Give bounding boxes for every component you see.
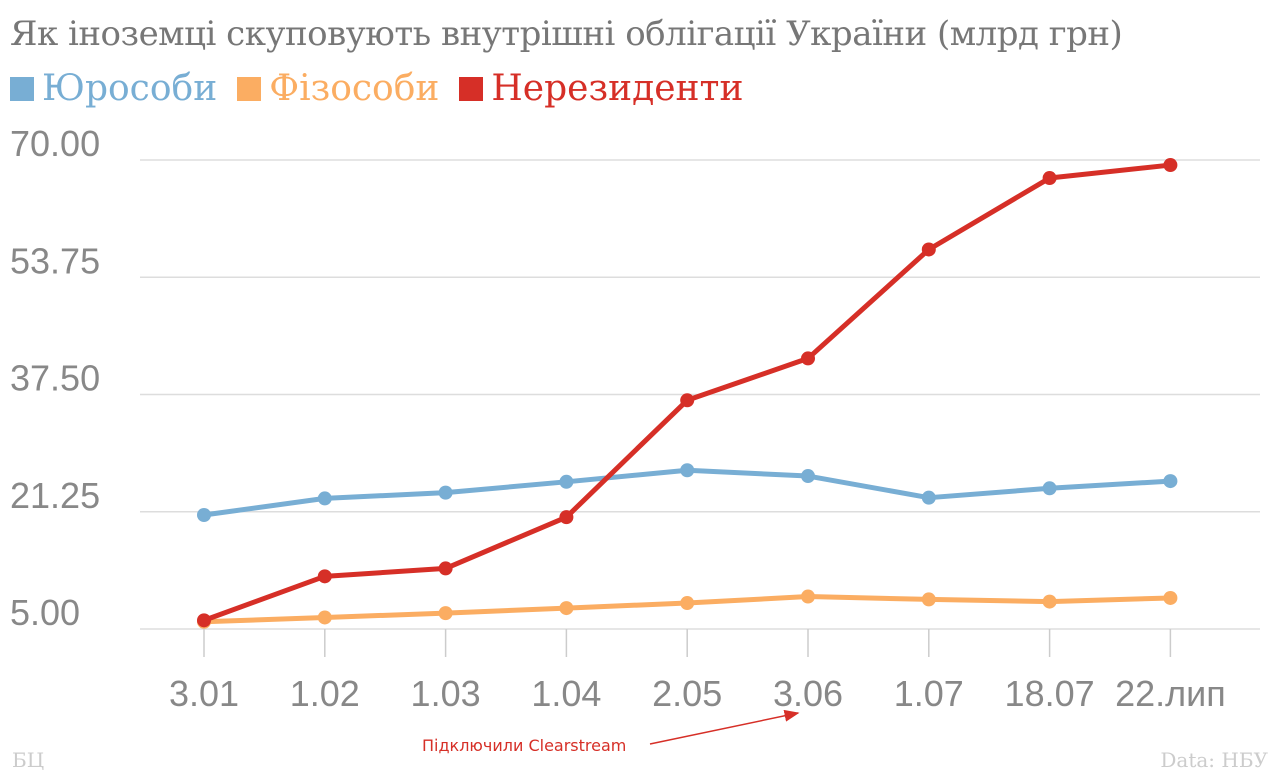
grid: 70.00 53.75 37.50 21.25 5.00 [10, 123, 1260, 633]
series-2-point-8[interactable] [1163, 158, 1178, 173]
x-tick-label-8: 22.лип [1115, 673, 1226, 714]
series-1-point-6[interactable] [921, 592, 936, 607]
x-tick-label-0: 3.01 [169, 673, 239, 714]
series-1-point-3[interactable] [559, 601, 574, 616]
series-2-point-4[interactable] [680, 393, 695, 408]
x-tick-label-1: 1.02 [290, 673, 360, 714]
series-0-point-1[interactable] [317, 491, 332, 506]
series-2-point-3[interactable] [559, 510, 574, 525]
series-1-point-8[interactable] [1163, 590, 1178, 605]
legend-label-legal-entities: Юрособи [42, 68, 218, 109]
y-tick-label-3: 21.25 [10, 475, 100, 516]
footer-credit: БЦ [12, 748, 45, 772]
series-line-2 [201, 162, 1173, 623]
x-tick-label-3: 1.04 [531, 673, 601, 714]
series-2-point-5[interactable] [801, 351, 815, 366]
series-1-point-2[interactable] [438, 606, 453, 621]
legend-swatch-nonresidents [459, 76, 484, 101]
x-axis: 3.01 1.02 1.03 1.04 2.05 3.06 1.07 18.07 22.лип [169, 629, 1226, 714]
legend-item-nonresidents[interactable]: Нерезиденти [459, 68, 743, 109]
series-0-point-0[interactable] [197, 507, 211, 522]
x-tick-label-7: 18.07 [1005, 673, 1095, 714]
series-2-point-2[interactable] [438, 561, 453, 576]
chart-title: Як іноземці скуповують внутрішні облігац… [10, 14, 1123, 54]
legend-swatch-legal-entities [10, 76, 34, 101]
series-2-point-1[interactable] [317, 569, 332, 584]
series-0-point-7[interactable] [1042, 481, 1057, 496]
series-1-point-1[interactable] [317, 610, 332, 625]
y-tick-label-1: 53.75 [10, 240, 100, 281]
y-tick-label-0: 70.00 [10, 123, 100, 164]
x-tick-label-2: 1.03 [411, 673, 481, 714]
legend-label-nonresidents: Нерезиденти [491, 68, 744, 109]
annotation-arrow [649, 709, 800, 745]
x-tick-label-5: 3.06 [773, 673, 843, 714]
series-2-point-7[interactable] [1042, 171, 1057, 186]
series [197, 158, 1178, 629]
series-1-point-5[interactable] [801, 589, 815, 604]
x-tick-label-6: 1.07 [894, 673, 964, 714]
series-2-point-6[interactable] [921, 242, 936, 257]
legend-item-legal-entities[interactable]: Юрособи [10, 68, 217, 109]
series-0-point-5[interactable] [801, 469, 815, 484]
series-0-point-4[interactable] [680, 463, 695, 478]
series-1-point-4[interactable] [680, 596, 695, 611]
legend-item-individuals[interactable]: Фізособи [237, 68, 439, 109]
series-1-point-7[interactable] [1042, 594, 1057, 609]
legend-label-individuals: Фізособи [269, 68, 440, 109]
y-tick-label-4: 5.00 [10, 592, 80, 633]
x-tick-label-4: 2.05 [652, 673, 722, 714]
chart-legend: Юрособи Фізособи Нерезиденти [10, 68, 763, 109]
series-0-point-8[interactable] [1163, 474, 1178, 489]
annotation: Підключили Clearstream [422, 709, 800, 755]
y-tick-label-2: 37.50 [10, 358, 100, 399]
footer-data-source: Data: НБУ [1160, 748, 1268, 772]
series-2-point-0[interactable] [197, 613, 211, 628]
legend-swatch-individuals [237, 76, 262, 101]
series-0-point-6[interactable] [921, 490, 936, 505]
annotation-text: Підключили Clearstream [422, 736, 626, 755]
series-0-point-3[interactable] [559, 474, 574, 489]
series-0-point-2[interactable] [438, 485, 453, 500]
